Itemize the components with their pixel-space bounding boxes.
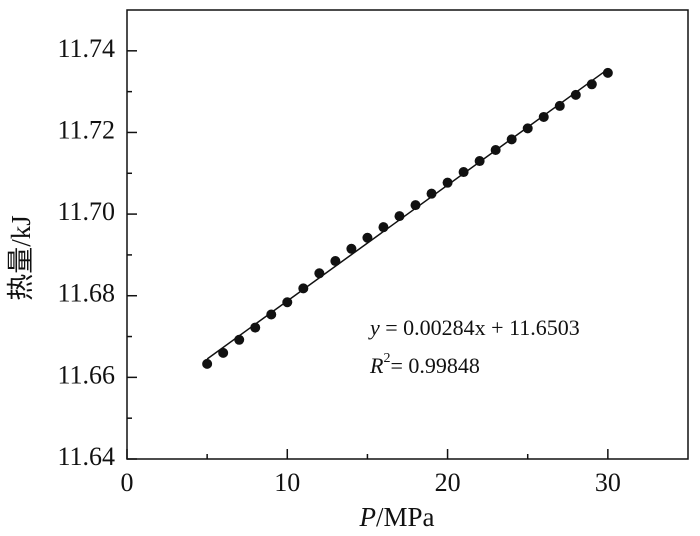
x-axis-var: P	[358, 502, 376, 532]
fit-equation: y = 0.00284x + 11.6503	[368, 315, 580, 340]
data-point	[362, 232, 373, 243]
data-point	[442, 177, 453, 188]
y-tick-label: 11.68	[57, 279, 115, 308]
x-axis-unit: /MPa	[376, 502, 435, 532]
x-tick-label: 10	[274, 468, 300, 497]
data-point	[378, 222, 389, 233]
data-point	[282, 297, 293, 308]
data-point	[458, 167, 469, 178]
data-point	[218, 347, 229, 358]
y-axis-title: 热量/kJ	[6, 215, 36, 301]
data-point	[330, 256, 341, 267]
data-point	[602, 67, 613, 78]
data-point	[346, 243, 357, 254]
r2-text: = 0.99848	[390, 353, 479, 378]
y-tick-label: 11.66	[57, 360, 115, 389]
data-point	[538, 111, 549, 122]
data-point	[266, 309, 277, 320]
r2-var: R	[369, 353, 384, 378]
data-point	[490, 145, 501, 156]
data-point	[314, 268, 325, 279]
data-point	[298, 283, 309, 294]
x-tick-label: 30	[595, 468, 621, 497]
y-tick-label: 11.74	[57, 34, 115, 63]
data-point	[234, 334, 245, 345]
r-squared: R2= 0.99848	[369, 351, 480, 378]
plot-frame	[126, 9, 689, 460]
data-point	[474, 156, 485, 167]
x-axis-title: P/MPa	[358, 502, 434, 532]
y-tick-label: 11.64	[57, 442, 115, 471]
data-point	[394, 211, 405, 222]
equation-var: y	[368, 315, 380, 340]
x-tick-label: 0	[121, 468, 134, 497]
r2-sup: 2	[383, 351, 390, 366]
y-tick-label: 11.72	[57, 115, 115, 144]
data-point	[554, 100, 565, 111]
data-point	[586, 79, 597, 90]
data-point	[506, 134, 517, 145]
data-point	[410, 200, 421, 211]
equation-text: = 0.00284x + 11.6503	[380, 315, 580, 340]
data-point	[522, 123, 533, 134]
data-point	[250, 322, 261, 333]
y-tick-label: 11.70	[57, 197, 115, 226]
data-point	[202, 358, 213, 369]
x-tick-label: 20	[435, 468, 461, 497]
data-point	[570, 89, 581, 100]
data-point	[426, 188, 437, 199]
